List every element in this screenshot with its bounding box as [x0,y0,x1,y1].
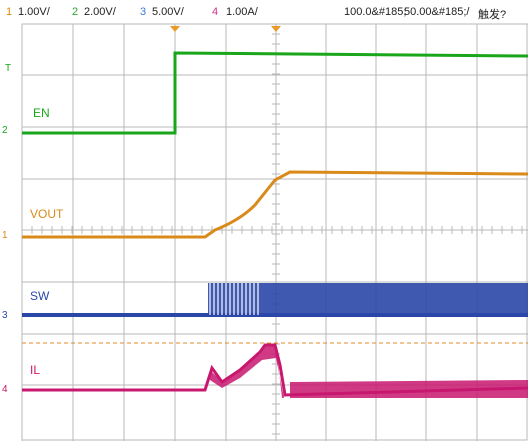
en-label: EN [33,106,50,120]
il-ripple-band [210,344,528,398]
sw-label: SW [30,289,50,303]
graticule [21,23,528,441]
ch1-ground-marker[interactable]: 1 [2,230,8,241]
trigger-status[interactable]: 触发? [478,9,507,21]
graticule-border [21,23,528,441]
en-waveform [22,51,528,135]
ch4-scale[interactable]: 1.00A/ [226,6,258,18]
ch4-ground-marker[interactable]: 4 [2,384,8,395]
timebase-scale[interactable]: 50.00&#185;/ [404,6,470,18]
trace-labels: EN VOUT SW IL T 2 1 3 4 [2,63,64,395]
trigger-level-marker[interactable]: T [5,63,11,74]
ch2-number[interactable]: 2 [72,6,79,18]
ch3-scale[interactable]: 5.00V/ [152,6,184,18]
ch1-number[interactable]: 1 [6,6,13,18]
sw-switching-band [208,283,528,315]
ch3-ground-marker[interactable]: 3 [2,310,8,321]
ch4-number[interactable]: 4 [212,6,219,18]
waveforms [22,51,528,398]
trigger-position-arrow [170,26,180,32]
center-reference-arrow [271,26,281,32]
il-waveform [22,343,528,397]
vout-waveform [22,170,528,239]
horizontal-position[interactable]: 100.0&#185; [344,6,407,18]
il-label: IL [30,363,40,377]
ch2-scale[interactable]: 2.00V/ [84,6,116,18]
ch1-scale[interactable]: 1.00V/ [18,6,50,18]
ch2-ground-marker[interactable]: 2 [2,125,8,136]
vout-label: VOUT [30,207,64,221]
ch3-number[interactable]: 3 [140,6,147,18]
channel-header: 1 1.00V/ 2 2.00V/ 3 5.00V/ 4 1.00A/ 100.… [0,0,528,24]
